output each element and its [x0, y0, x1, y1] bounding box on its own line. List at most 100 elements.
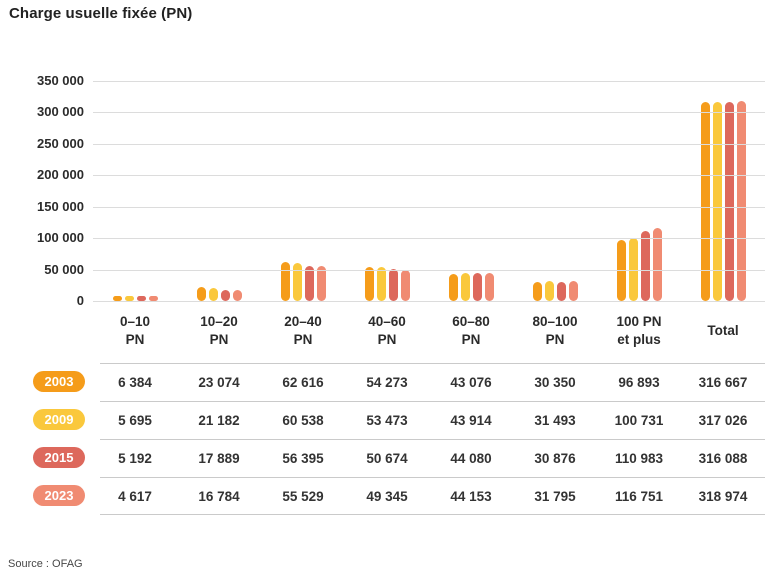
value-cell: 49 345	[366, 488, 408, 504]
bar-group	[177, 81, 261, 301]
x-axis-labels: 0–10 PN 10–20 PN 20–40 PN 40–60 PN 60–80 PN 8…	[93, 309, 765, 353]
value-cell: 316 088	[698, 450, 748, 466]
x-axis-category-label: 100 PN et plus	[616, 314, 662, 347]
value-cell: 316 667	[698, 374, 748, 390]
row-values: 5 192 17 889 56 395 50 674 44 080 30 876 110 9…	[93, 439, 765, 477]
bar-2023	[316, 266, 326, 301]
table-row: 2015 5 192 17 889 56 395 50 674 44 080 30 876 1…	[0, 439, 768, 477]
bar-2015	[220, 289, 230, 301]
bar-2003	[280, 261, 290, 301]
y-axis-tick-label: 100 000	[37, 230, 84, 246]
row-values: 5 695 21 182 60 538 53 473 43 914 31 493 100 7…	[93, 401, 765, 439]
x-axis-category-label: 40–60 PN	[368, 314, 406, 347]
bar-group	[93, 81, 177, 301]
bar-2003	[448, 273, 458, 301]
value-cell: 56 395	[282, 450, 324, 466]
y-axis-tick-label: 50 000	[44, 261, 84, 277]
bar-2003	[532, 281, 542, 301]
value-cell: 16 784	[198, 488, 240, 504]
value-cell: 318 974	[698, 488, 748, 504]
value-cell: 116 751	[614, 488, 664, 504]
value-cell: 60 538	[282, 412, 324, 428]
value-cell: 44 080	[450, 450, 492, 466]
y-axis-tick-label: 150 000	[37, 198, 84, 214]
value-cell: 110 983	[614, 450, 664, 466]
bar-2015	[136, 296, 146, 301]
bar-2015	[304, 265, 314, 301]
legend-pill-2009: 2009	[33, 409, 85, 430]
gridline	[93, 206, 765, 208]
gridline	[93, 269, 765, 271]
page-title: Charge usuelle fixée (PN)	[9, 5, 193, 22]
bar-2015	[724, 102, 734, 301]
bar-group	[681, 81, 765, 301]
row-separator	[100, 363, 765, 364]
value-cell: 62 616	[282, 374, 324, 390]
table-row: 2009 5 695 21 182 60 538 53 473 43 914 31 493 1…	[0, 401, 768, 439]
bar-2003	[364, 266, 374, 301]
bar-2015	[472, 273, 482, 301]
bar-2009	[628, 237, 638, 301]
bar-group	[513, 81, 597, 301]
data-table: 2003 6 384 23 074 62 616 54 273 43 076 30 350 9…	[0, 363, 768, 515]
value-cell: 5 192	[118, 450, 152, 466]
bar-group	[345, 81, 429, 301]
value-cell: 30 350	[534, 374, 576, 390]
value-cell: 31 493	[534, 412, 576, 428]
bar-2015	[388, 269, 398, 301]
value-cell: 53 473	[366, 412, 408, 428]
value-cell: 23 074	[198, 374, 240, 390]
x-axis-category-label: 20–40 PN	[284, 314, 322, 347]
bar-2003	[112, 296, 122, 301]
gridline	[93, 301, 765, 302]
x-axis-category-label: 80–100 PN	[532, 314, 578, 347]
row-separator	[100, 477, 765, 478]
bar-2023	[652, 227, 662, 301]
value-cell: 31 795	[534, 488, 576, 504]
gridline	[93, 112, 765, 114]
row-separator	[100, 439, 765, 440]
bar-2023	[400, 269, 410, 301]
bar-2009	[460, 273, 470, 301]
bar-2023	[232, 290, 242, 301]
value-cell: 17 889	[198, 450, 240, 466]
bar-2023	[484, 273, 494, 301]
value-cell: 21 182	[198, 412, 240, 428]
bar-2009	[208, 287, 218, 301]
value-cell: 30 876	[534, 450, 576, 466]
row-values: 4 617 16 784 55 529 49 345 44 153 31 795 116 7…	[93, 477, 765, 515]
x-axis-category-label: 10–20 PN	[200, 314, 238, 347]
legend-pill-2015: 2015	[33, 447, 85, 468]
value-cell: 6 384	[118, 374, 152, 390]
bar-2009	[544, 281, 554, 301]
bar-2009	[124, 296, 134, 301]
bar-group	[597, 81, 681, 301]
bar-group	[261, 81, 345, 301]
bar-2015	[556, 281, 566, 301]
legend-pill-2003: 2003	[33, 371, 85, 392]
gridline	[93, 143, 765, 145]
bar-2023	[568, 281, 578, 301]
y-axis-tick-label: 350 000	[37, 73, 84, 88]
value-cell: 44 153	[450, 488, 492, 504]
bar-2003	[700, 101, 710, 301]
gridline	[93, 238, 765, 240]
table-row: 2003 6 384 23 074 62 616 54 273 43 076 30 350 9…	[0, 363, 768, 401]
row-values: 6 384 23 074 62 616 54 273 43 076 30 350 96 89…	[93, 363, 765, 401]
bar-chart: 0–10 PN 10–20 PN 20–40 PN 40–60 PN 60–80 PN 8…	[37, 73, 765, 353]
bar-group	[429, 81, 513, 301]
row-separator	[100, 401, 765, 402]
value-cell: 43 076	[450, 374, 492, 390]
x-axis-category-label: Total	[707, 323, 739, 339]
value-cell: 55 529	[282, 488, 324, 504]
value-cell: 317 026	[698, 412, 748, 428]
plot-area	[93, 81, 765, 301]
value-cell: 54 273	[366, 374, 408, 390]
bar-groups	[93, 81, 765, 301]
gridline	[93, 175, 765, 177]
bar-2009	[376, 267, 386, 301]
y-axis-tick-label: 300 000	[37, 104, 84, 120]
y-axis-tick-label: 250 000	[37, 135, 84, 151]
y-axis-tick-label: 0	[76, 293, 84, 308]
bar-2009	[292, 262, 302, 301]
